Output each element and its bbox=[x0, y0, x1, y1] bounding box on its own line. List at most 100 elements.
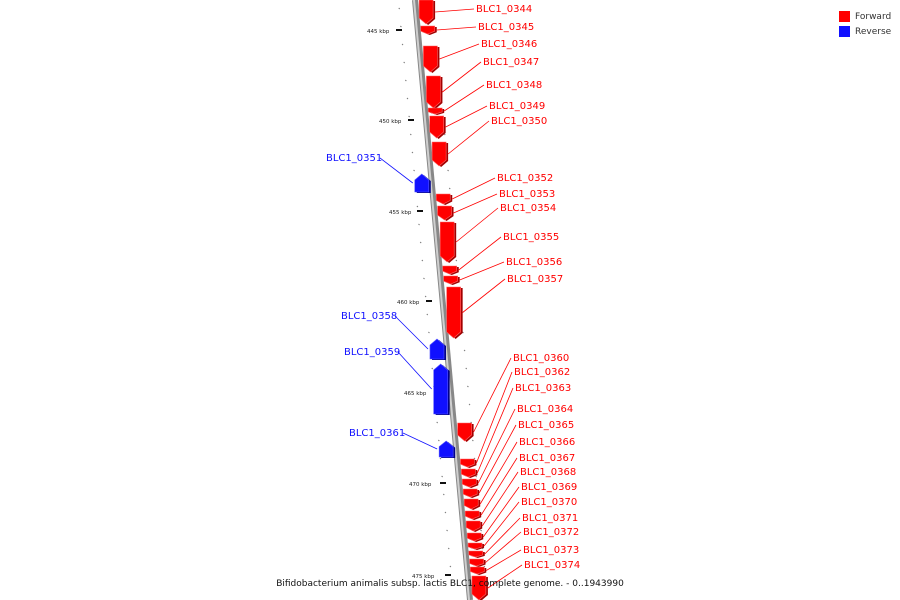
minor-tick-left bbox=[398, 7, 401, 10]
minor-tick-right bbox=[480, 529, 482, 532]
gene-leader bbox=[477, 408, 516, 484]
gene-label: BLC1_0359 bbox=[344, 347, 400, 358]
gene-arrow-blc1_0363 bbox=[461, 468, 476, 478]
gene-leader bbox=[476, 387, 514, 474]
tick-label: 460 kbp bbox=[397, 300, 420, 306]
gene-label: BLC1_0373 bbox=[523, 545, 579, 556]
minor-tick-left bbox=[446, 529, 448, 532]
gene-leader bbox=[445, 105, 488, 128]
gene-arrow-blc1_0356 bbox=[443, 275, 458, 285]
minor-tick-right bbox=[467, 385, 469, 388]
gene-label: BLC1_0369 bbox=[521, 482, 577, 493]
gene-label: BLC1_0346 bbox=[481, 39, 537, 50]
gene-label: BLC1_0344 bbox=[476, 4, 532, 15]
minor-tick-left bbox=[423, 277, 425, 280]
gene-leader bbox=[478, 424, 517, 494]
gene-arrow-blc1_0354 bbox=[439, 221, 455, 263]
gene-arrow-blc1_0351 bbox=[414, 173, 430, 193]
gene-arrow-blc1_0361 bbox=[438, 440, 454, 458]
minor-tick-right bbox=[475, 475, 477, 478]
gene-label: BLC1_0345 bbox=[478, 22, 534, 33]
gene-leader bbox=[458, 236, 502, 271]
gene-leader bbox=[480, 457, 518, 516]
legend-label-forward: Forward bbox=[855, 11, 892, 22]
gene-label: BLC1_0354 bbox=[500, 203, 556, 214]
minor-tick-left bbox=[428, 331, 430, 334]
gene-label: BLC1_0353 bbox=[499, 189, 555, 200]
gene-leader bbox=[453, 193, 498, 214]
gene-arrow-blc1_0346 bbox=[423, 45, 438, 73]
gene-leader bbox=[487, 564, 523, 589]
minor-tick-right bbox=[473, 457, 476, 460]
gene-label: BLC1_0348 bbox=[486, 80, 542, 91]
gene-leader bbox=[482, 486, 520, 538]
minor-tick-left bbox=[442, 493, 445, 496]
minor-tick-left bbox=[406, 97, 409, 100]
gene-leader bbox=[439, 43, 480, 60]
genome-caption: Bifidobacterium animalis subsp. lactis B… bbox=[276, 579, 624, 589]
gene-label: BLC1_0366 bbox=[519, 437, 575, 448]
minor-tick-left bbox=[404, 79, 407, 82]
legend-label-reverse: Reverse bbox=[855, 26, 892, 37]
gene-arrow-blc1_0367 bbox=[464, 510, 480, 520]
gene-label: BLC1_0361 bbox=[349, 428, 405, 439]
gene-arrow-blc1_0366 bbox=[463, 498, 479, 510]
gene-arrow-blc1_0345 bbox=[420, 25, 436, 35]
gene-arrow-blc1_0358 bbox=[429, 338, 445, 360]
legend-item-forward: Forward bbox=[839, 9, 891, 24]
gene-label: BLC1_0347 bbox=[483, 57, 539, 68]
minor-tick-left bbox=[426, 313, 429, 316]
tick-label: 465 kbp bbox=[404, 391, 427, 397]
legend-item-reverse: Reverse bbox=[839, 24, 891, 39]
minor-tick-right bbox=[483, 565, 486, 568]
gene-leader bbox=[483, 501, 520, 547]
minor-tick-left bbox=[437, 439, 440, 442]
gene-leader bbox=[442, 61, 482, 93]
gene-label: BLC1_0362 bbox=[514, 367, 570, 378]
minor-tick-left bbox=[421, 259, 424, 262]
gene-leader bbox=[481, 471, 519, 527]
gene-label: BLC1_0367 bbox=[519, 453, 575, 464]
minor-tick-left bbox=[431, 367, 434, 370]
genome-backbone-highlight bbox=[413, 0, 470, 600]
gene-arrow-blc1_0355 bbox=[442, 265, 458, 275]
gene-arrow-blc1_0360 bbox=[457, 422, 472, 442]
gene-arrow-blc1_0350 bbox=[431, 141, 447, 167]
gene-label: BLC1_0350 bbox=[491, 116, 547, 127]
gene-leader bbox=[484, 517, 521, 555]
legend: Forward Reverse bbox=[839, 9, 891, 39]
minor-tick-left bbox=[401, 43, 404, 46]
gene-arrow-blc1_0353 bbox=[437, 205, 452, 221]
gene-arrow-blc1_0374 bbox=[471, 575, 487, 600]
gene-leader bbox=[436, 26, 477, 31]
forward-swatch-icon bbox=[839, 11, 850, 22]
gene-arrow-blc1_0365 bbox=[462, 488, 478, 498]
gene-label: BLC1_0374 bbox=[524, 560, 580, 571]
minor-tick-left bbox=[447, 547, 450, 550]
gene-leader bbox=[476, 371, 513, 464]
tick-label: 450 kbp bbox=[379, 119, 402, 125]
minor-tick-right bbox=[443, 133, 446, 136]
minor-tick-left bbox=[416, 205, 419, 208]
minor-tick-right bbox=[471, 439, 474, 442]
gene-label: BLC1_0360 bbox=[513, 353, 569, 364]
minor-tick-left bbox=[419, 241, 422, 244]
gene-label: BLC1_0368 bbox=[520, 467, 576, 478]
gene-label: BLC1_0357 bbox=[507, 274, 563, 285]
minor-tick-right bbox=[463, 349, 466, 352]
minor-tick-left bbox=[400, 25, 402, 28]
gene-leader bbox=[485, 531, 522, 563]
gene-label: BLC1_0355 bbox=[503, 232, 559, 243]
gene-arrow-blc1_0349 bbox=[429, 115, 444, 139]
gene-arrow-blc1_0371 bbox=[468, 550, 484, 558]
gene-label: BLC1_0371 bbox=[522, 513, 578, 524]
tick-label: 470 kbp bbox=[409, 482, 432, 488]
gene-arrow-blc1_0352 bbox=[435, 193, 451, 205]
gene-leader bbox=[394, 315, 429, 350]
gene-label: BLC1_0364 bbox=[517, 404, 573, 415]
gene-arrow-blc1_0373 bbox=[469, 566, 485, 575]
minor-tick-left bbox=[436, 421, 439, 424]
gene-arrow-blc1_0370 bbox=[467, 542, 483, 550]
gene-leader bbox=[435, 8, 475, 13]
